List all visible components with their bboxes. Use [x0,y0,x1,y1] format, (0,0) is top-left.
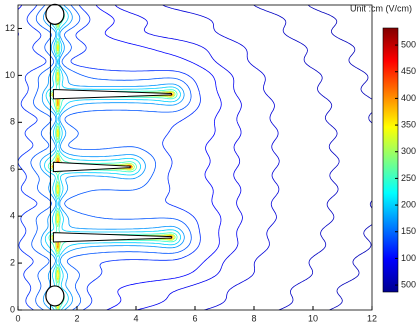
contour-line [52,11,172,303]
electrode [52,161,131,173]
colorbar [382,27,399,293]
contour-line [253,5,340,310]
y-tick-label: 2 [10,257,15,267]
y-tick-label: 10 [5,70,15,80]
electrode [52,88,172,100]
contour-line [18,5,201,310]
contour-line [44,5,181,310]
y-tick-label: 12 [5,23,15,33]
contour-line [39,5,185,310]
colorbar-tick-label: 1500 [401,226,416,236]
colorbar-tick-label: 500 [401,279,416,289]
x-tick-label: 0 [15,313,20,323]
contour-line [307,5,372,310]
y-tick-label: 4 [10,211,15,221]
y-tick-label: 0 [10,304,15,314]
x-tick-label: 8 [251,313,256,323]
unit-label: Unit :cm (V/cm) [350,3,412,13]
y-tick-label: 8 [10,117,15,127]
colorbar-tick-label: 4000 [401,93,416,103]
colorbar-tick-label: 5000 [401,39,416,49]
colorbar-tick-label: 3000 [401,146,416,156]
electrode [45,3,65,25]
x-tick-label: 6 [192,313,197,323]
x-tick-label: 10 [308,313,318,323]
contour-line [114,5,243,310]
colorbar-tick-label: 1000 [401,253,416,263]
contour-layer [18,5,372,310]
contour-line [49,7,176,310]
electrode [45,285,65,307]
colorbar-tick-label: 4500 [401,66,416,76]
x-tick-label: 2 [74,313,79,323]
contour-line [18,5,222,310]
electrode [52,232,172,243]
contour-line [162,5,280,310]
x-tick-label: 12 [367,313,377,323]
contour-line [51,9,175,309]
colorbar-tick-label: 3500 [401,119,416,129]
x-tick-label: 4 [133,313,138,323]
colorbar-tick-label: 2000 [401,199,416,209]
y-tick-label: 6 [10,164,15,174]
contour-line [30,5,192,310]
plot-frame [17,4,373,311]
